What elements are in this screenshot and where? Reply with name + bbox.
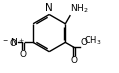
Text: O: O xyxy=(70,56,77,65)
Text: CH$_3$: CH$_3$ xyxy=(84,34,102,47)
Text: O: O xyxy=(19,50,26,59)
Text: N: N xyxy=(45,3,53,13)
Text: NH$_2$: NH$_2$ xyxy=(70,3,89,15)
Text: O: O xyxy=(80,38,87,47)
Text: N$^+$: N$^+$ xyxy=(10,36,25,48)
Text: $^-$O: $^-$O xyxy=(1,37,18,48)
